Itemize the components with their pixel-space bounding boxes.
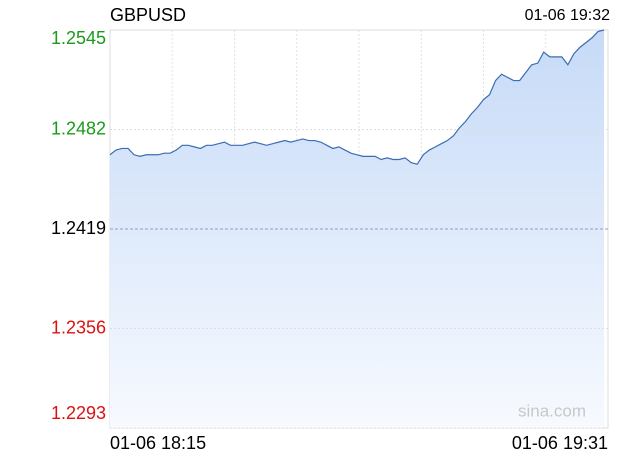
price-line	[109, 29, 605, 165]
chart-title: GBPUSD	[110, 5, 186, 25]
y-tick-label: 1.2356	[51, 317, 106, 337]
y-tick-label: 1.2293	[51, 403, 106, 423]
x-tick-label: 01-06 18:15	[110, 433, 206, 453]
watermark: sina.com	[518, 401, 586, 420]
y-tick-label: 1.2482	[51, 118, 106, 138]
y-tick-label: 1.2545	[51, 28, 106, 48]
x-tick-label: 01-06 19:31	[512, 433, 608, 453]
y-tick-label: 1.2419	[51, 218, 106, 238]
timestamp: 01-06 19:32	[525, 7, 611, 24]
